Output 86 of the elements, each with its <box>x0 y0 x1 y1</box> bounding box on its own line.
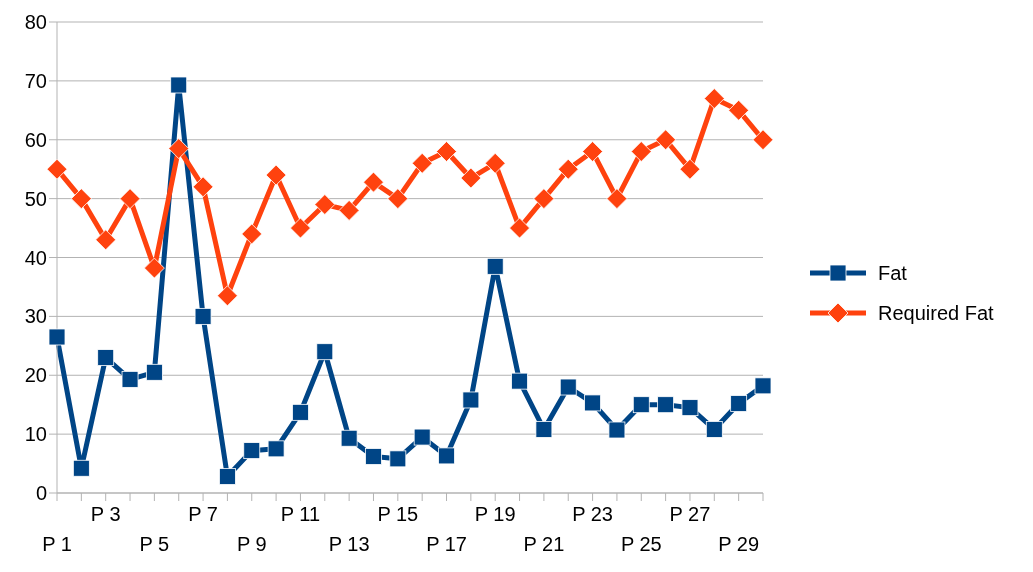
point <box>290 217 311 239</box>
point <box>630 141 652 162</box>
point <box>509 217 530 239</box>
y-tick-label: 80 <box>24 11 47 34</box>
point <box>241 223 263 245</box>
point <box>217 285 238 307</box>
y-tick-label: 70 <box>24 69 47 92</box>
point <box>292 403 309 421</box>
point <box>557 158 579 180</box>
point <box>657 396 675 414</box>
point <box>121 370 139 388</box>
point <box>582 141 603 162</box>
point <box>606 188 628 210</box>
y-tick-label: 20 <box>24 364 47 387</box>
point <box>143 257 165 279</box>
point <box>484 152 506 174</box>
point <box>72 459 90 477</box>
x-tick-label: P 25 <box>620 533 662 555</box>
point <box>46 158 68 180</box>
point <box>584 394 601 412</box>
point <box>460 167 482 189</box>
point <box>70 188 92 210</box>
point <box>194 307 212 325</box>
point <box>365 448 382 465</box>
point <box>363 171 384 193</box>
x-tick-label: P 7 <box>188 503 218 525</box>
y-tick-label: 60 <box>24 128 47 151</box>
point <box>413 428 431 446</box>
point <box>314 194 336 215</box>
point <box>559 378 577 396</box>
point <box>219 468 236 485</box>
point <box>730 395 748 412</box>
point <box>338 200 360 221</box>
point <box>535 421 553 438</box>
x-tick-label: P 5 <box>139 533 170 555</box>
x-tick-label: P 23 <box>572 503 613 525</box>
x-tick-label: P 1 <box>42 533 72 555</box>
x-tick-label: P 13 <box>328 533 370 555</box>
point <box>703 88 725 109</box>
point <box>462 391 480 409</box>
point <box>170 76 188 94</box>
point <box>119 188 141 210</box>
x-tick-label: P 29 <box>718 533 760 555</box>
point <box>267 440 285 458</box>
x-tick-label: P 15 <box>377 503 419 525</box>
y-tick-label: 0 <box>35 482 47 505</box>
point <box>48 328 66 346</box>
point <box>679 158 701 180</box>
point <box>192 176 214 198</box>
point <box>486 257 504 275</box>
point <box>608 421 626 439</box>
legend-label: Fat <box>878 261 907 285</box>
point <box>97 349 115 366</box>
x-tick-label: P 11 <box>280 503 321 525</box>
point <box>705 421 723 438</box>
point <box>681 399 699 417</box>
point <box>436 141 457 162</box>
point <box>95 229 117 251</box>
point <box>168 138 190 159</box>
point <box>243 442 261 460</box>
point <box>411 152 433 174</box>
point <box>752 129 774 151</box>
x-tick-label: P 19 <box>474 503 516 525</box>
x-tick-label: P 17 <box>426 533 467 555</box>
point <box>389 450 407 468</box>
x-tick-label: P 9 <box>236 533 267 555</box>
x-tick-label: P 21 <box>523 533 565 555</box>
point <box>387 188 409 210</box>
legend-label: Required Fat <box>878 301 994 325</box>
y-tick-label: 30 <box>24 305 47 328</box>
x-tick-label: P 27 <box>669 503 711 525</box>
point <box>438 447 455 465</box>
point <box>533 188 555 210</box>
point <box>754 377 772 395</box>
y-tick-label: 10 <box>24 423 47 446</box>
y-tick-label: 40 <box>24 246 47 269</box>
x-tick-label: P 3 <box>90 503 121 525</box>
point <box>316 343 334 361</box>
point <box>728 99 750 121</box>
point <box>511 372 528 390</box>
y-tick-label: 50 <box>24 187 47 210</box>
point <box>655 129 677 151</box>
point <box>145 363 163 381</box>
point <box>265 164 287 186</box>
point <box>340 429 358 447</box>
point <box>632 396 650 414</box>
